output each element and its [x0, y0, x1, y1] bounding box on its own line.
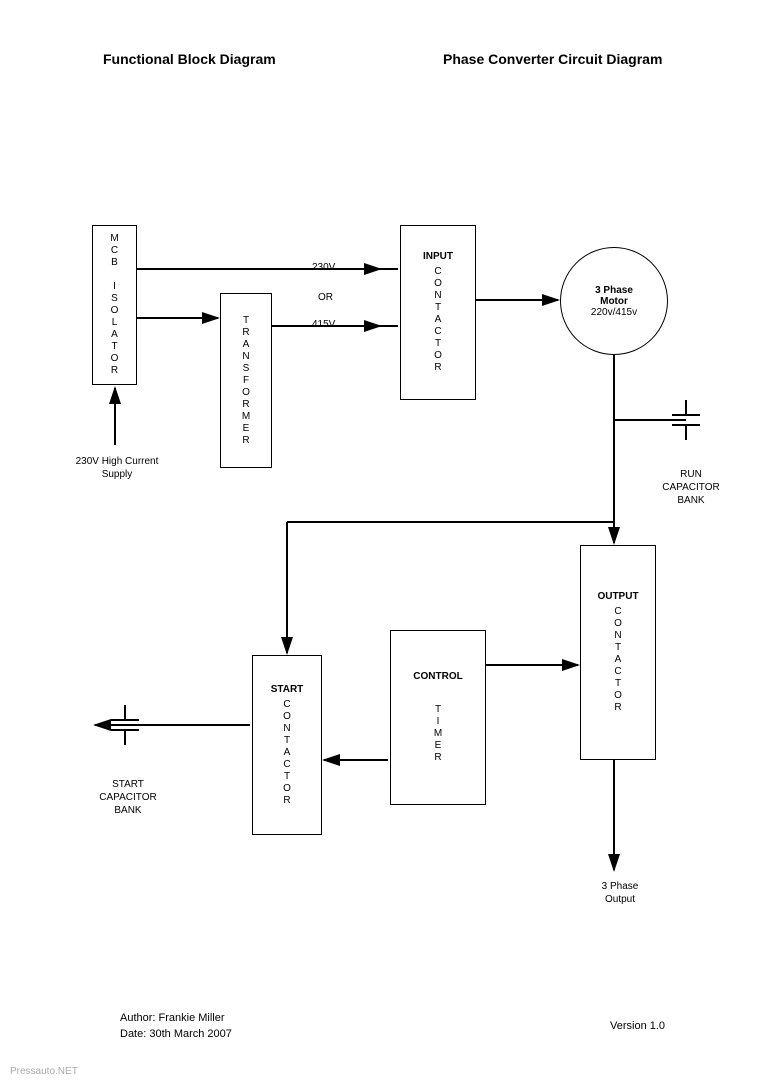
start-cap-text: STARTCAPACITORBANK — [88, 778, 168, 817]
title-phase: Phase Converter Circuit Diagram — [443, 51, 662, 67]
title-functional: Functional Block Diagram — [103, 51, 276, 67]
control-timer-block: CONTROL TIMER — [390, 630, 486, 805]
input-contactor-block: INPUT CONTACTOR — [400, 225, 476, 400]
start-contactor-label: CONTACTOR — [283, 699, 291, 807]
output-contactor-block: OUTPUT CONTACTOR — [580, 545, 656, 760]
watermark-text: Pressauto.NET — [10, 1066, 78, 1077]
motor-circle: 3 Phase Motor 220v/415v — [560, 247, 668, 355]
output-contactor-label: CONTACTOR — [614, 606, 622, 714]
wiring-svg — [0, 0, 768, 1086]
motor-line2: Motor — [600, 296, 628, 307]
transformer-label: TRANSFORMER — [242, 315, 250, 447]
motor-line1: 3 Phase — [595, 285, 633, 296]
transformer-block: TRANSFORMER — [220, 293, 272, 468]
author-text: Author: Frankie Miller — [120, 1012, 225, 1024]
output-header: OUTPUT — [597, 591, 638, 602]
input-header: INPUT — [423, 251, 453, 262]
mcb-isolator-label: MCB ISOLATOR — [110, 233, 118, 377]
run-cap-text: RUNCAPACITORBANK — [656, 468, 726, 507]
motor-line3: 220v/415v — [591, 307, 637, 318]
start-header: START — [271, 684, 304, 695]
timer-label: TIMER — [434, 704, 442, 764]
control-header: CONTROL — [413, 671, 462, 682]
start-contactor-block: START CONTACTOR — [252, 655, 322, 835]
v230-text: 230V — [312, 261, 335, 274]
output-3p-text: 3 PhaseOutput — [590, 880, 650, 906]
or-text: OR — [318, 291, 333, 304]
mcb-isolator-block: MCB ISOLATOR — [92, 225, 137, 385]
input-contactor-label: CONTACTOR — [434, 266, 442, 374]
v415-text: 415V — [312, 318, 335, 331]
date-text: Date: 30th March 2007 — [120, 1028, 232, 1040]
supply-text: 230V High CurrentSupply — [62, 455, 172, 481]
version-text: Version 1.0 — [610, 1020, 665, 1032]
